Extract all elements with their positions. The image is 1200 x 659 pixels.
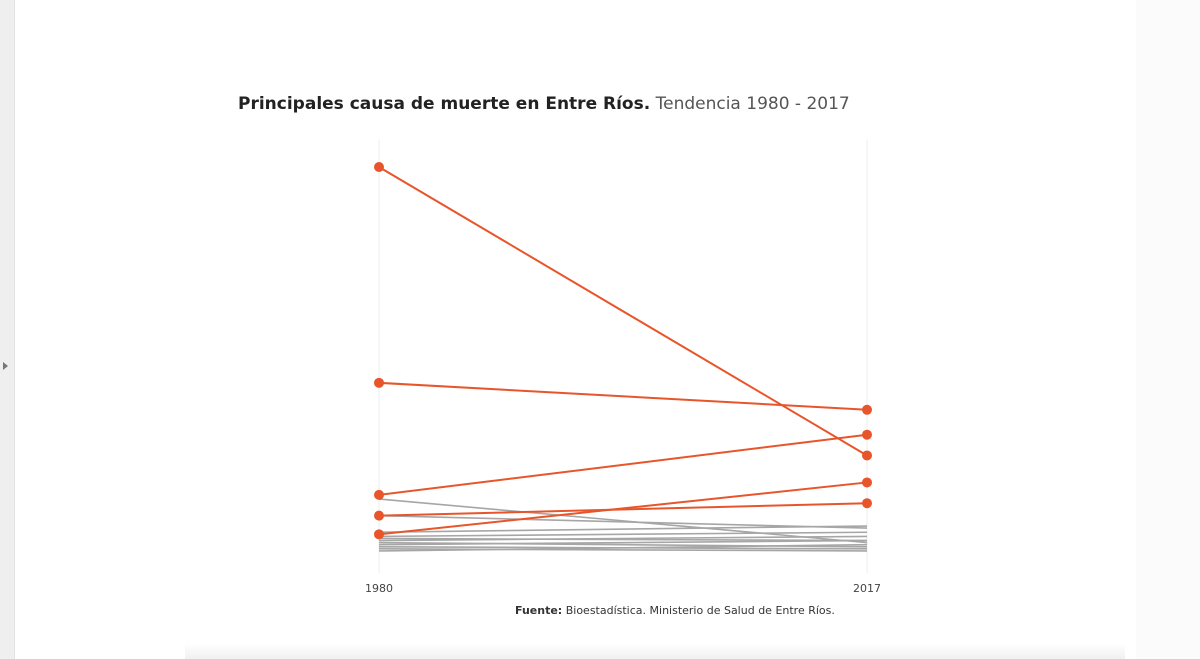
series-line-other-4[interactable] — [378, 531, 868, 538]
data-point-highlight-2-1980[interactable] — [374, 377, 384, 388]
series-line-other-5[interactable] — [378, 537, 868, 542]
series-line-other-11[interactable] — [378, 543, 868, 552]
series-line-highlight-2[interactable] — [378, 381, 868, 411]
highlight-series-group — [374, 162, 872, 540]
expand-panel-arrow-icon[interactable] — [3, 362, 8, 370]
chart-title-main: Principales causa de muerte en Entre Río… — [238, 94, 651, 114]
data-point-highlight-3-2017[interactable] — [862, 429, 872, 440]
data-point-highlight-1-1980[interactable] — [374, 162, 384, 172]
series-line-highlight-5[interactable] — [378, 502, 868, 517]
chart-title-subtitle: Tendencia 1980 - 2017 — [655, 94, 850, 114]
source-note: Fuente: Bioestadística. Ministerio de Sa… — [515, 604, 835, 617]
series-line-highlight-3[interactable] — [378, 433, 868, 496]
data-point-highlight-5-1980[interactable] — [374, 510, 384, 521]
series-line-other-1[interactable] — [378, 498, 868, 544]
right-page-margin — [1136, 0, 1200, 659]
other-series-group — [378, 498, 868, 552]
chart-title: Principales causa de muerte en Entre Río… — [238, 94, 850, 114]
data-point-highlight-5-2017[interactable] — [862, 498, 872, 509]
series-line-other-8[interactable] — [378, 539, 868, 546]
x-tick-label-1980: 1980 — [365, 582, 393, 595]
source-label: Fuente: — [515, 604, 563, 617]
x-tick-label-2017: 2017 — [853, 582, 881, 595]
bottom-panel-edge — [185, 643, 1125, 659]
series-line-highlight-1[interactable] — [378, 166, 868, 457]
data-point-highlight-2-2017[interactable] — [862, 404, 872, 415]
series-line-other-3[interactable] — [378, 525, 868, 534]
data-point-highlight-4-2017[interactable] — [862, 477, 872, 488]
series-line-other-2[interactable] — [378, 514, 868, 529]
series-line-highlight-4[interactable] — [378, 481, 868, 536]
left-panel-strip — [0, 0, 15, 659]
data-point-highlight-4-1980[interactable] — [374, 529, 384, 540]
source-text: Bioestadística. Ministerio de Salud de E… — [565, 604, 835, 617]
data-point-highlight-3-1980[interactable] — [374, 489, 384, 500]
series-line-other-6[interactable] — [378, 535, 868, 542]
data-point-highlight-1-2017[interactable] — [862, 450, 872, 461]
